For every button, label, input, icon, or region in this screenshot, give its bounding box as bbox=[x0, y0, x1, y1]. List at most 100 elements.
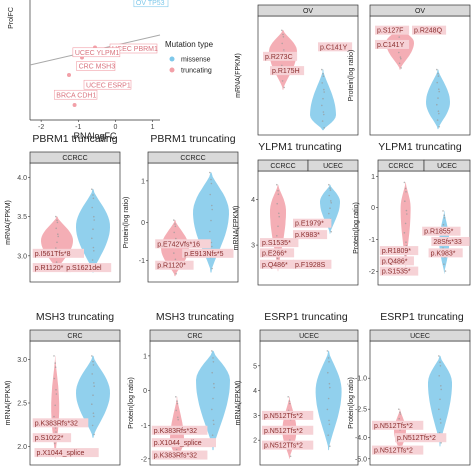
panel-6-violin-missense-point bbox=[443, 263, 445, 266]
panel-9-violin-missense-point bbox=[326, 350, 329, 352]
panel-5-mutation-label: p.S1535* bbox=[262, 240, 291, 247]
panel-2-violin-truncating-point bbox=[398, 36, 401, 38]
panel-6-0-strip-label: CCRCC bbox=[388, 163, 413, 170]
panel-3-violin-truncating-point bbox=[55, 247, 57, 249]
panel-5-mutation-label-box bbox=[260, 259, 295, 269]
x-tick-label: 1 bbox=[151, 124, 155, 131]
panel-3-title: PBRM1 truncating bbox=[32, 133, 117, 145]
y-tick-label: 3.0 bbox=[17, 253, 27, 260]
panel-1-violin-missense-point bbox=[323, 91, 326, 93]
panel-2-violin-missense-point bbox=[436, 119, 439, 121]
panel-3-violin-missense-point bbox=[93, 215, 95, 218]
panel-3-y-axis-label: mRNA(FPKM) bbox=[5, 200, 12, 245]
panel-3-violin-truncating-point bbox=[56, 221, 59, 224]
panel-9-mutation-label: p.N512Tfs*2 bbox=[264, 428, 303, 435]
panel-6-violin-missense-point bbox=[442, 223, 445, 226]
panel-9-mutation-label: p.N512Tfs*2 bbox=[264, 443, 303, 450]
panel-5-violin-truncating bbox=[270, 184, 286, 272]
panel-7-violin-truncating-point bbox=[54, 362, 56, 364]
y-tick-label: -4.0 bbox=[355, 435, 367, 442]
panel-3-strip-label: CCRCC bbox=[62, 155, 87, 162]
panel-10-violin-missense-point bbox=[440, 388, 443, 391]
scatter-point-truncating bbox=[72, 103, 77, 107]
panel-8-mutation-label: p.K383Rfs*32 bbox=[154, 453, 197, 460]
panel-1-violin-truncating-point bbox=[281, 29, 283, 32]
panel-7-mutation-label: p.S1022* bbox=[35, 435, 64, 442]
panel-4-violin-missense-point bbox=[211, 245, 213, 248]
panel-10-violin-missense bbox=[428, 355, 452, 447]
panel-7-mutation-label-box bbox=[32, 418, 89, 428]
y-tick-label: 0 bbox=[143, 388, 147, 395]
panel-4-violin-missense-point bbox=[210, 182, 213, 185]
panel-1-violin-missense-point bbox=[323, 88, 325, 91]
panel-9-violin-truncating-point bbox=[289, 402, 291, 405]
scatter-label: UCEC ESRP1 bbox=[86, 82, 131, 89]
panel-7-violin-missense-point bbox=[91, 373, 93, 375]
panel-9-violin-missense-point bbox=[328, 423, 331, 426]
panel-5-mutation-label-box bbox=[260, 248, 295, 258]
x-tick-label: 0 bbox=[113, 124, 117, 131]
panel-10-violin-missense-point bbox=[438, 375, 441, 377]
panel-5-violin-missense-point bbox=[329, 189, 332, 191]
panel-1-violin-truncating-point bbox=[282, 36, 285, 38]
panel-10-violin-missense-point bbox=[439, 365, 442, 367]
y-tick-label: 1 bbox=[371, 174, 375, 181]
panel-6-violin-truncating-point bbox=[405, 241, 407, 243]
panel-4-violin-missense-point bbox=[211, 267, 213, 270]
y-tick-label: 3 bbox=[253, 413, 257, 420]
panel-7-violin-truncating-point bbox=[55, 431, 57, 433]
panel-7-violin-truncating-point bbox=[53, 355, 55, 357]
panel-9-violin-truncating-point bbox=[289, 439, 291, 442]
panel-5-0-strip-label: CCRCC bbox=[270, 163, 295, 170]
panel-2-violin-missense-point bbox=[436, 103, 438, 106]
panel-1-violin-truncating-point bbox=[281, 64, 283, 67]
panel-10-mutation-label-box bbox=[372, 445, 424, 455]
panel-5-violin-truncating-point bbox=[277, 193, 280, 195]
panel-5-violin-truncating-point bbox=[277, 189, 279, 192]
panel-6-mutation-label: p.K983* bbox=[431, 250, 456, 257]
panel-4-y-axis-label: Protein(log ratio) bbox=[123, 197, 130, 249]
panel-3-mutation-label: p.S1621del bbox=[66, 265, 102, 272]
y-tick-label: -1.0 bbox=[355, 376, 367, 383]
panel-6-1-strip bbox=[423, 159, 471, 172]
panel-7-mutation-label: p.X1044_splice bbox=[37, 450, 85, 457]
panel-7-violin-truncating-point bbox=[55, 393, 58, 395]
panel-8-strip-label: CRC bbox=[187, 333, 202, 340]
panel-8-violin-truncating-point bbox=[176, 402, 179, 405]
panel-10-violin-truncating-point bbox=[398, 417, 401, 420]
panel-6-mutation-label-box bbox=[379, 266, 419, 276]
panel-10-mutation-label: p.N512Tfs*2 bbox=[374, 448, 413, 455]
panel-3-violin-missense-point bbox=[92, 228, 94, 230]
panel-8-violin-missense-point bbox=[213, 382, 215, 385]
panel-6-mutation-label: 28Sfs*33 bbox=[433, 239, 462, 246]
panel-1-mutation-label-box bbox=[263, 51, 298, 61]
panel-6-violin-truncating-point bbox=[406, 213, 408, 215]
panel-3-violin-truncating-point bbox=[57, 233, 59, 235]
panel-1-violin-missense-point bbox=[323, 127, 326, 129]
panel-9-mutation-label-box bbox=[261, 440, 314, 450]
panel-7-violin-missense-point bbox=[93, 382, 95, 384]
panel-10-mutation-label: p.N512Tfs*2 bbox=[397, 435, 436, 442]
panel-7-violin-truncating-point bbox=[54, 427, 57, 429]
panel-3-violin-missense-point bbox=[92, 197, 95, 200]
panel-6-violin-truncating-point bbox=[404, 187, 407, 190]
panel-10-violin-truncating-point bbox=[399, 411, 401, 414]
panel-1-strip bbox=[257, 4, 359, 17]
panel-5-violin-truncating-point bbox=[278, 215, 281, 218]
y-tick-label: 1 bbox=[141, 178, 145, 185]
panel-8-y-axis-label: Protein(log ratio) bbox=[128, 377, 135, 429]
panel-4-violin-missense-point bbox=[209, 230, 211, 233]
panel-5-mutation-label: p.E266* bbox=[262, 250, 287, 257]
panel-6-mutation-label: p.S1535* bbox=[382, 269, 411, 276]
panel-6-violin-missense-point bbox=[442, 247, 444, 249]
panel-2-y-axis-label: Protein(log ratio) bbox=[348, 50, 355, 102]
panel-1-violin-truncating-point bbox=[283, 86, 286, 89]
panel-7-mutation-label-box bbox=[32, 433, 72, 443]
panel-5-violin-missense-point bbox=[330, 230, 333, 233]
scatter-x-axis-label: RNAlogFC bbox=[73, 131, 117, 141]
panel-1-violin-missense-point bbox=[321, 104, 323, 107]
panel-8-violin-missense-point bbox=[211, 350, 213, 352]
panel-9-violin-missense bbox=[315, 350, 342, 451]
y-tick-label: -1 bbox=[369, 237, 375, 244]
